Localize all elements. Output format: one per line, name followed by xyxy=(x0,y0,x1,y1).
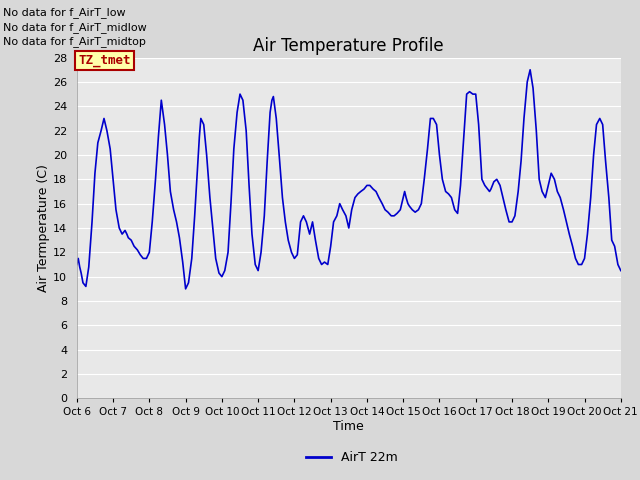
Text: No data for f_AirT_midlow: No data for f_AirT_midlow xyxy=(3,22,147,33)
Y-axis label: Air Termperature (C): Air Termperature (C) xyxy=(37,164,50,292)
Text: No data for f_AirT_low: No data for f_AirT_low xyxy=(3,7,126,18)
Legend: AirT 22m: AirT 22m xyxy=(301,446,403,469)
Text: TZ_tmet: TZ_tmet xyxy=(79,54,131,67)
X-axis label: Time: Time xyxy=(333,420,364,433)
Title: Air Temperature Profile: Air Temperature Profile xyxy=(253,36,444,55)
Text: No data for f_AirT_midtop: No data for f_AirT_midtop xyxy=(3,36,146,47)
